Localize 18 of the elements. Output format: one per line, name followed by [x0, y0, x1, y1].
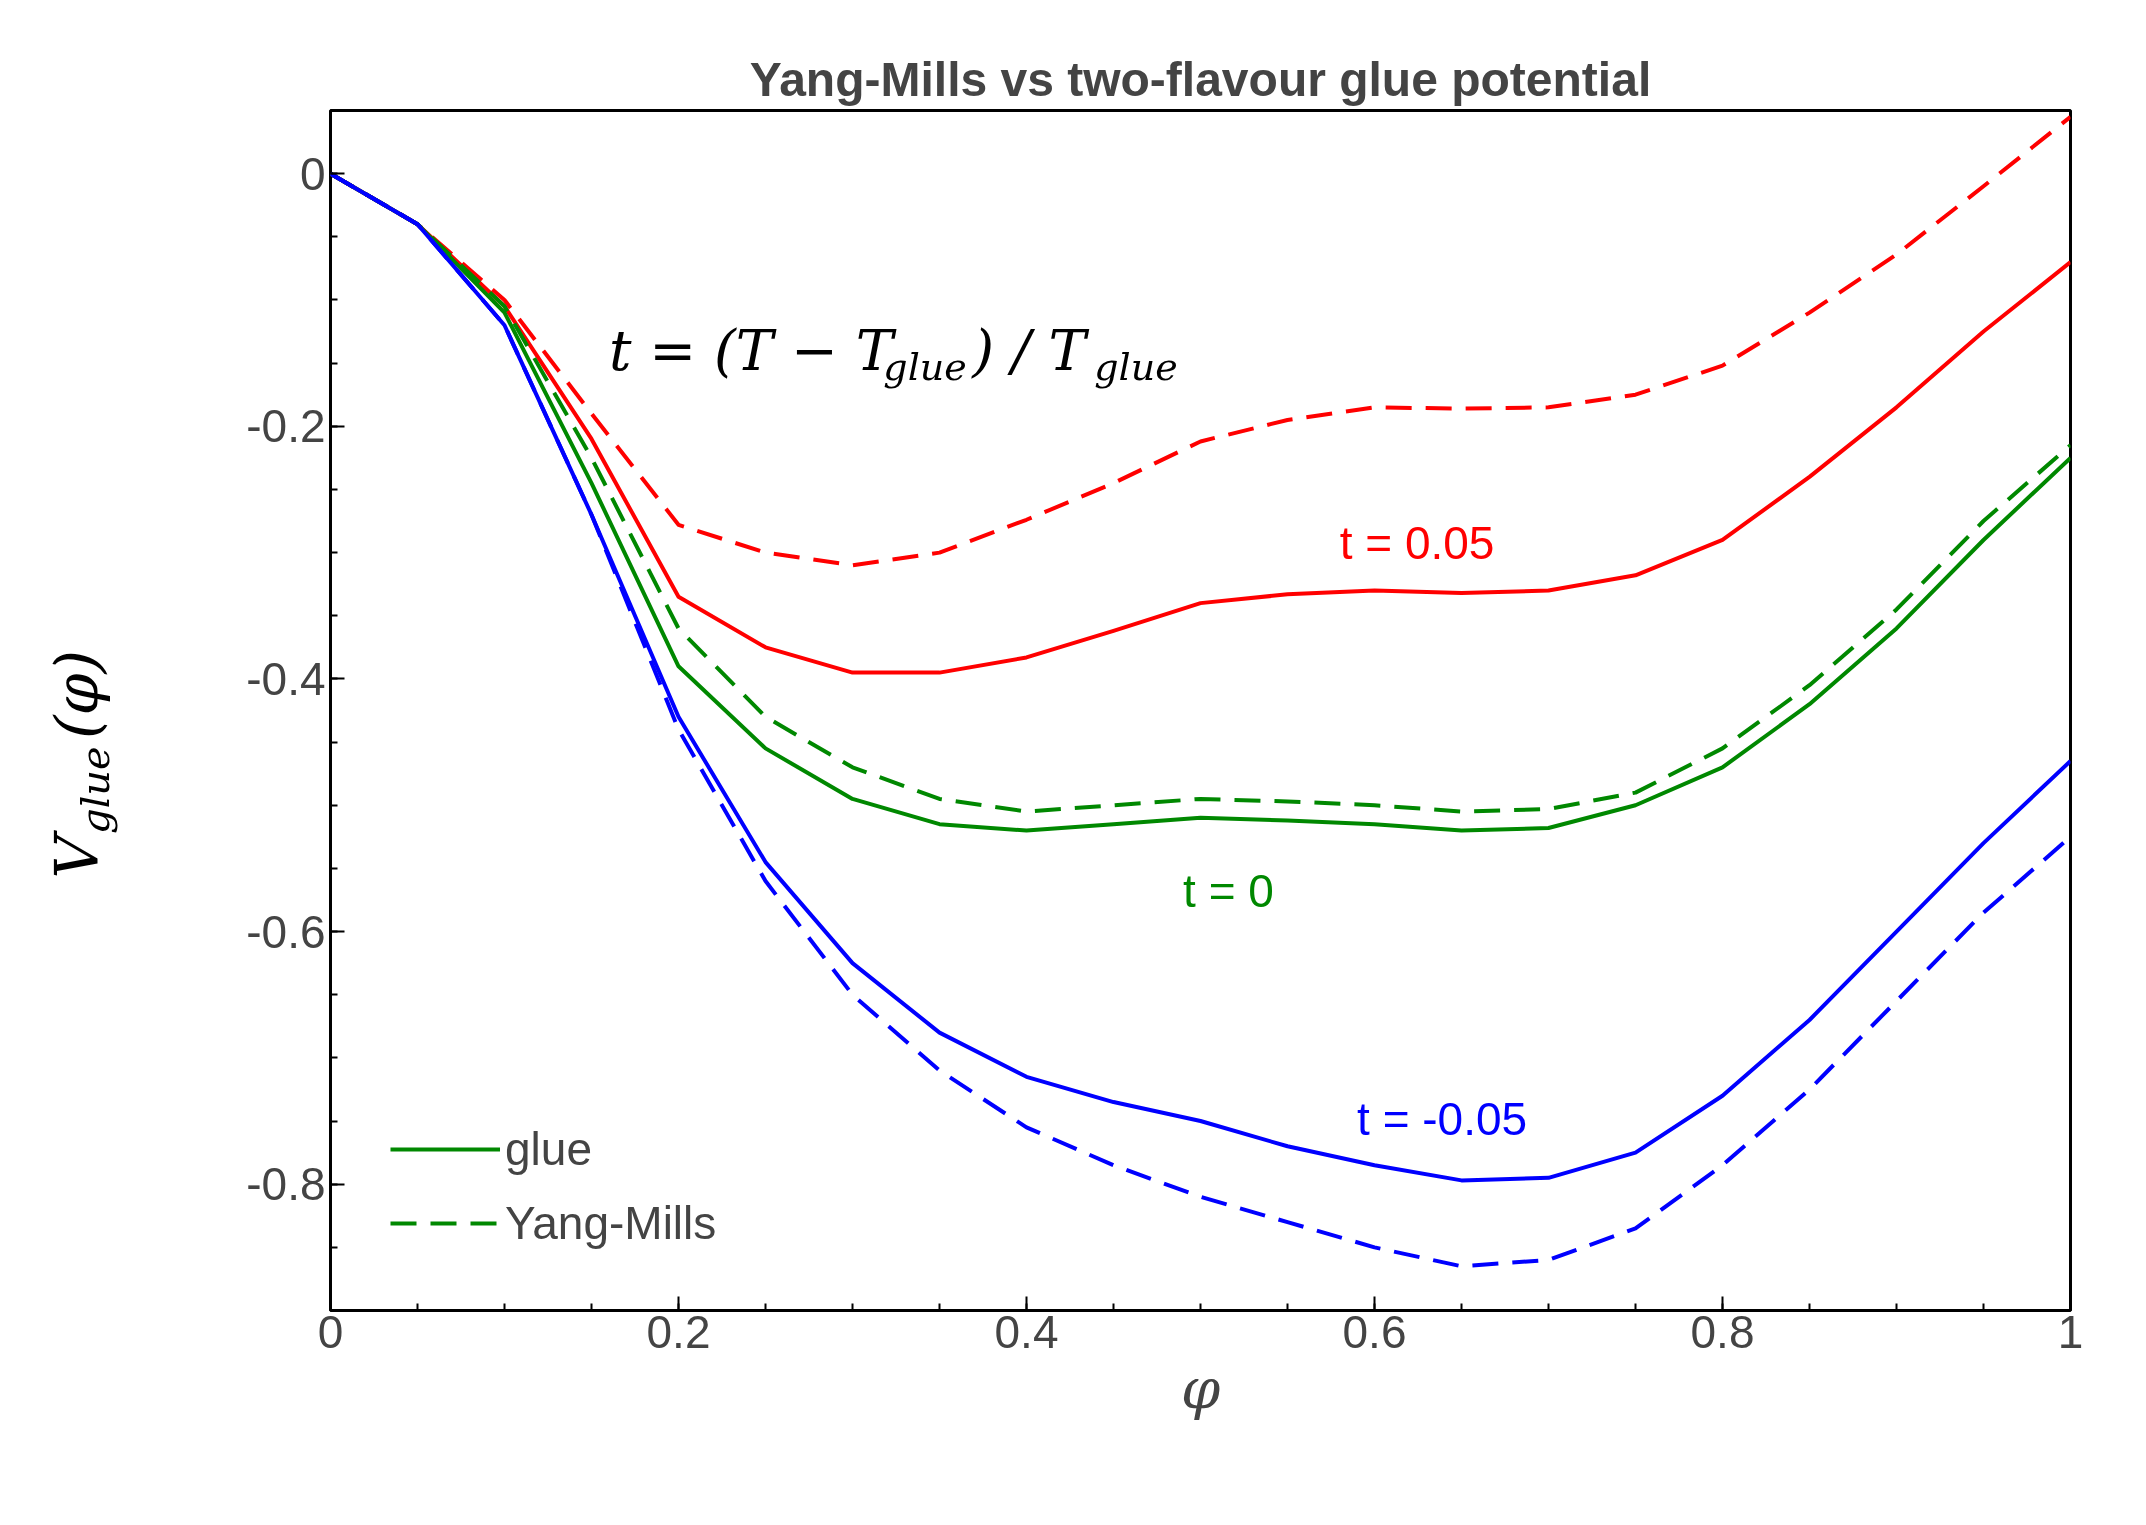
- y-tick-label: -0.2: [246, 400, 326, 453]
- y-tick-label: 0: [299, 147, 326, 200]
- y-tick-label: -0.8: [246, 1158, 326, 1211]
- x-tick-label: 0.4: [994, 1305, 1059, 1358]
- x-tick-label: 0.6: [1342, 1305, 1407, 1358]
- annotation: t = 0: [1183, 864, 1274, 917]
- y-axis-title: Vglue(φ): [41, 650, 118, 879]
- x-axis-title: φ: [1180, 1355, 1221, 1421]
- x-tick-label: 0.8: [1690, 1305, 1755, 1358]
- x-tick-label: 0.2: [646, 1305, 711, 1358]
- chart-title: Yang-Mills vs two-flavour glue potential: [749, 52, 1652, 106]
- y-tick-label: -0.6: [246, 905, 326, 958]
- legend-label: Yang-Mills: [505, 1196, 717, 1250]
- annotation: t = 0.05: [1339, 516, 1495, 569]
- legend-label: glue: [505, 1122, 592, 1176]
- annotation: t = -0.05: [1357, 1092, 1528, 1145]
- y-tick-label: -0.4: [246, 652, 326, 705]
- x-tick-label: 1: [2057, 1305, 2084, 1358]
